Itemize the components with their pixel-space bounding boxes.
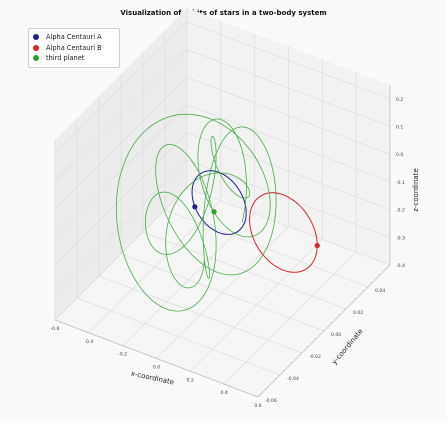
z-tick-label: -0.2 — [396, 208, 405, 214]
legend-marker-alpha-centauri-a — [33, 34, 39, 41]
legend: Alpha Centauri A Alpha Centauri B third … — [28, 28, 120, 68]
series-marker-alpha-centauri-a — [192, 204, 198, 210]
series-marker-third-planet — [211, 209, 217, 215]
x-tick-label: 0.4 — [221, 390, 228, 396]
x-tick-label: -0.2 — [118, 352, 127, 358]
z-axis-label: z-coordinate — [412, 168, 420, 212]
grid-line-z — [54, 21, 391, 155]
legend-item-alpha-centauri-a: Alpha Centauri A — [33, 32, 115, 43]
series-line-alpha-centauri-b — [249, 192, 318, 273]
x-tick-label: -0.4 — [84, 339, 93, 345]
legend-label-alpha-centauri-b: Alpha Centauri B — [46, 43, 102, 52]
legend-marker-third-planet — [33, 55, 39, 62]
y-tick-label: -0.04 — [287, 376, 299, 382]
legend-label-alpha-centauri-a: Alpha Centauri A — [46, 33, 102, 42]
z-tick-label: 0.1 — [396, 125, 403, 131]
x-tick-label: 0.2 — [187, 377, 194, 383]
chart-title: Visualization of orbits of stars in a tw… — [120, 9, 327, 17]
grid-line-z — [54, 76, 391, 210]
z-tick-label: -0.4 — [396, 263, 405, 269]
axis-lines — [54, 85, 391, 398]
grid-line-z — [54, 132, 391, 265]
legend-label-third-planet: third planet — [46, 54, 85, 63]
y-axis-line — [257, 264, 391, 398]
tick-labels: -0.6 -0.4 -0.2 0.0 0.2 0.4 0.6 -0.06 -0.04 -0.02 0… — [51, 97, 406, 409]
z-tick-label: 0.2 — [396, 97, 403, 103]
series-line-alpha-centauri-a — [191, 170, 247, 235]
legend-marker-alpha-centauri-b — [33, 44, 39, 51]
z-tick-label: 0.0 — [396, 152, 403, 158]
y-tick-label: 0.02 — [353, 310, 363, 316]
y-tick-label: -0.02 — [309, 354, 321, 360]
y-tick-label: 0.00 — [331, 332, 341, 338]
y-tick-label: 0.04 — [375, 288, 385, 294]
x-tick-label: 0.0 — [153, 365, 160, 371]
legend-item-third-planet: third planet — [33, 53, 115, 64]
grid-line-z — [54, 187, 391, 321]
x-tick-label: 0.6 — [254, 403, 261, 409]
grid-line-z — [54, 49, 391, 182]
series-marker-alpha-centauri-b — [314, 242, 320, 249]
x-tick-label: -0.6 — [51, 326, 60, 332]
legend-item-alpha-centauri-b: Alpha Centauri B — [33, 43, 115, 54]
y-tick-label: -0.06 — [265, 398, 277, 404]
series-layer — [115, 113, 320, 312]
x-axis-label: x-coordinate — [130, 370, 175, 387]
grid-line-z — [54, 159, 391, 293]
x-axis-line — [54, 319, 259, 398]
z-tick-label: -0.3 — [396, 235, 405, 241]
z-tick-label: -0.1 — [396, 180, 405, 186]
series-line-third-planet — [115, 113, 277, 312]
grid-line-z — [54, 104, 391, 238]
